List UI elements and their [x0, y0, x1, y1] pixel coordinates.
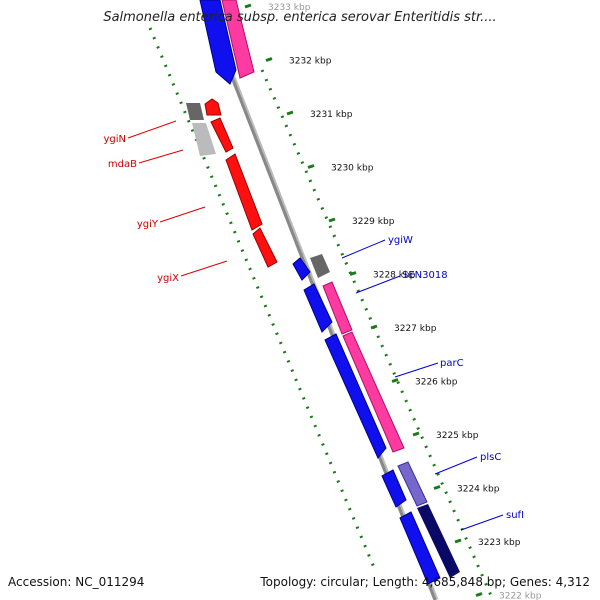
- label-line-ygiW: [341, 239, 386, 259]
- tick-label-3223: 3223 kbp: [478, 538, 521, 548]
- tick-mark-3227: [370, 324, 378, 330]
- feature-blue-ygiW: [292, 257, 311, 281]
- feature-pink-SEN3018: [322, 281, 353, 335]
- feature-red-small: [204, 98, 222, 116]
- tick-label-3227: 3227 kbp: [394, 324, 437, 334]
- gene-label-ygiW: ygiW: [388, 235, 413, 246]
- accession-text: Accession: NC_011294: [8, 575, 145, 589]
- tick-label-3230: 3230 kbp: [331, 164, 374, 174]
- feature-blue-sufI: [399, 511, 441, 585]
- tick-label-3226: 3226 kbp: [415, 378, 458, 388]
- label-line-SEN3018: [355, 275, 401, 294]
- label-line-parC: [394, 362, 439, 378]
- feature-blue-SEN3018: [303, 283, 333, 333]
- tick-mark-3230: [307, 164, 315, 169]
- tick-label-3222: 3222 kbp: [499, 592, 542, 600]
- tick-mark-3224: [433, 485, 441, 490]
- label-line-sufI: [460, 514, 504, 531]
- label-line-ygiX: [180, 260, 228, 277]
- inner-tick-track: [260, 69, 494, 599]
- tick-layer: 3233 kbp 3232 kbp 3231 kbp 3230 kbp 3229 kbp…: [244, 3, 542, 600]
- tick-mark-3228: [349, 271, 357, 276]
- feature-blue-plsC: [381, 469, 407, 508]
- genome-title: Salmonella enterica subsp. enterica sero…: [103, 10, 497, 25]
- gene-label-mdaB: mdaB: [108, 159, 137, 170]
- feature-red-ygiX: [252, 227, 278, 268]
- tick-mark-3233: [244, 3, 252, 9]
- gene-label-ygiY: ygiY: [137, 219, 159, 230]
- tick-mark-3231: [286, 110, 294, 116]
- tick-mark-3223: [454, 538, 462, 544]
- feature-gray-ygiW: [310, 254, 330, 278]
- feature-red-ygiY: [225, 153, 263, 231]
- feature-pink-top: [221, 0, 255, 79]
- tick-mark-3229: [328, 217, 336, 223]
- feature-blue-top: [199, 0, 237, 85]
- tick-mark-3222: [475, 592, 483, 597]
- label-line-ygiN: [127, 120, 177, 139]
- feature-red-2: [210, 117, 234, 153]
- feature-gray-ygiN: [186, 103, 204, 120]
- gene-label-SEN3018: SEN3018: [402, 270, 448, 281]
- tick-label-3232: 3232 kbp: [289, 57, 332, 67]
- label-line-mdaB: [138, 149, 184, 164]
- label-line-ygiY: [159, 206, 206, 223]
- tick-label-3224: 3224 kbp: [457, 485, 500, 495]
- tick-label-3225: 3225 kbp: [436, 431, 479, 441]
- feature-purple-plsC: [397, 461, 428, 507]
- tick-label-3229: 3229 kbp: [352, 217, 395, 227]
- gene-label-ygiN: ygiN: [103, 134, 126, 145]
- tick-label-3231: 3231 kbp: [310, 110, 353, 120]
- gene-label-sufI: sufI: [506, 510, 524, 521]
- feature-pink-parC: [342, 331, 405, 453]
- gene-label-plsC: plsC: [480, 452, 501, 463]
- tick-mark-3225: [412, 431, 420, 437]
- gene-label-parC: parC: [440, 358, 464, 369]
- feature-blue-parC: [324, 333, 387, 459]
- tick-mark-3232: [265, 57, 273, 62]
- tick-label-3233: 3233 kbp: [268, 3, 311, 13]
- topology-summary: Topology: circular; Length: 4,685,848 bp…: [260, 575, 590, 589]
- gene-label-ygiX: ygiX: [157, 273, 179, 284]
- label-line-plsC: [434, 456, 478, 475]
- feature-lightgray-mdaB: [192, 123, 216, 156]
- tick-label-3228: 3228 kbp: [373, 271, 416, 281]
- tick-mark-3226: [391, 378, 399, 383]
- feature-navy-sufI: [417, 504, 460, 578]
